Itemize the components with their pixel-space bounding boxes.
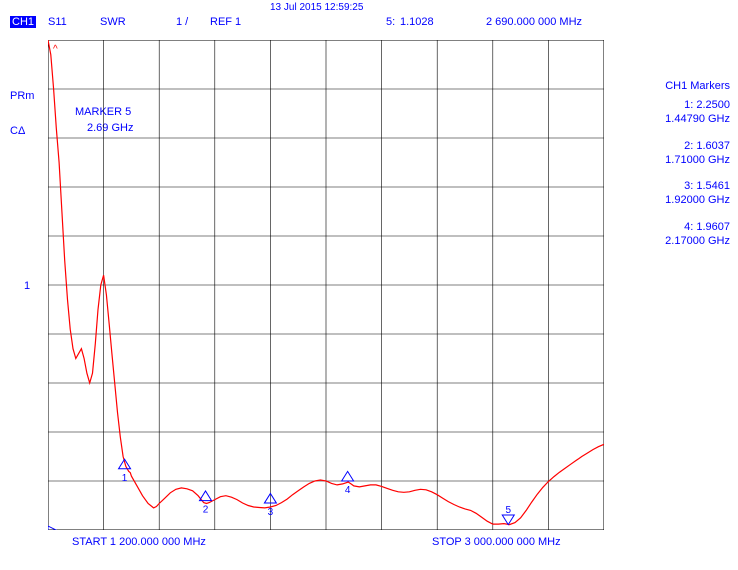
marker-entry: 2: 1.6037 1.71000 GHz [665,139,730,168]
side-label-prm: PRm [10,90,34,102]
active-marker-value: 1.1028 [400,16,434,28]
marker-panel: CH1 Markers 1: 2.2500 1.44790 GHz 2: 1.6… [665,80,730,260]
active-marker-freq: 2 690.000 000 MHz [486,16,582,28]
svg-text:2: 2 [203,505,209,516]
marker-entry: 3: 1.5461 1.92000 GHz [665,179,730,208]
measurement-label: S11 [48,16,67,28]
ref-label: REF 1 [210,16,241,28]
marker-entry-line1: 3: 1.5461 [665,179,730,193]
marker-entry-line2: 2.17000 GHz [665,234,730,248]
plot-area: ^ 1 2 3 4 5 [48,40,604,530]
side-label-cdelta: CΔ [10,125,25,137]
marker-entry-line1: 2: 1.6037 [665,139,730,153]
svg-text:^: ^ [53,44,58,55]
marker-panel-title: CH1 Markers [665,80,730,92]
scale-label: 1 / [176,16,188,28]
timestamp: 13 Jul 2015 12:59:25 [270,2,363,13]
svg-text:5: 5 [505,505,511,516]
marker-entry-line2: 1.44790 GHz [665,112,730,126]
marker-entry-line1: 1: 2.2500 [665,98,730,112]
marker-entry-line1: 4: 1.9607 [665,220,730,234]
svg-text:3: 3 [268,507,274,518]
side-label-reflevel: 1 [24,280,30,292]
marker-entry: 4: 1.9607 2.17000 GHz [665,220,730,249]
start-freq-label: START 1 200.000 000 MHz [72,536,206,548]
active-marker-label: 5: [386,16,395,28]
marker-entry: 1: 2.2500 1.44790 GHz [665,98,730,127]
plot-svg: ^ 1 2 3 4 5 [48,40,604,530]
svg-text:1: 1 [122,473,128,484]
stop-freq-label: STOP 3 000.000 000 MHz [432,536,561,548]
svg-text:4: 4 [345,485,351,496]
marker-entry-line2: 1.92000 GHz [665,193,730,207]
marker-entry-line2: 1.71000 GHz [665,153,730,167]
format-label: SWR [100,16,126,28]
channel-label: CH1 [10,16,36,28]
